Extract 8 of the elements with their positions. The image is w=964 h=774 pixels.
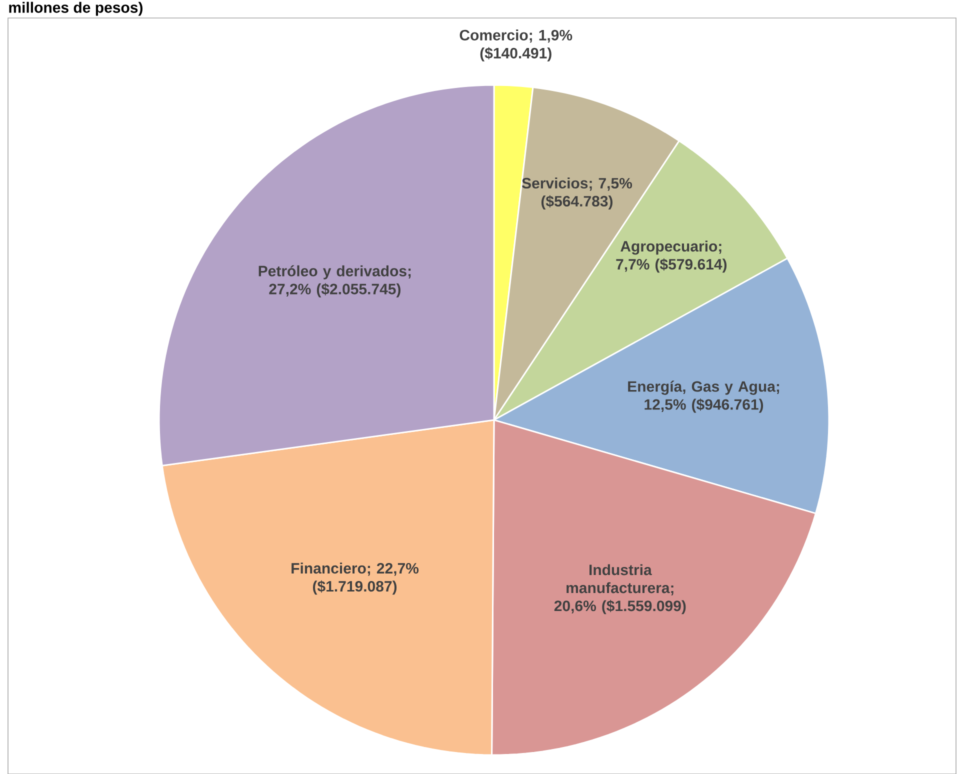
slice-label: Energía, Gas y Agua; 12,5% ($946.761) [628, 380, 780, 413]
slice-label: Agropecuario; 7,7% ($579.614) [616, 240, 727, 273]
slice-label: Industria manufacturera; 20,6% ($1.559.099) [554, 564, 686, 614]
slice-label: Petróleo y derivados; 27,2% ($2.055.745) [258, 265, 411, 298]
slice-label: Servicios; 7,5% ($564.783) [522, 178, 632, 210]
chart-title: millones de pesos) [9, 2, 142, 16]
slice-label: Comercio; 1,9% ($140.491) [460, 29, 572, 62]
slice-label: Financiero; 22,7% ($1.719.087) [292, 562, 419, 595]
